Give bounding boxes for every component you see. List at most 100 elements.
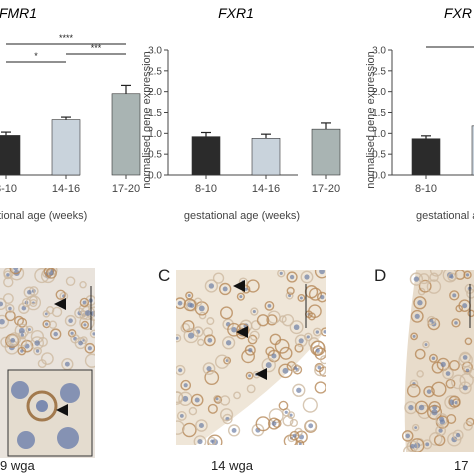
nucleus xyxy=(187,302,193,308)
nucleus xyxy=(44,312,48,316)
x-tick-label: 17-20 xyxy=(312,183,340,195)
nucleus xyxy=(304,274,310,280)
caption-9wga: 9 wga xyxy=(0,458,35,473)
fxr-title: FXR xyxy=(444,5,472,21)
cell xyxy=(176,411,187,421)
cell xyxy=(204,279,219,293)
bar xyxy=(411,138,441,176)
nucleus xyxy=(248,374,251,378)
cell xyxy=(319,355,326,365)
nucleus xyxy=(13,268,19,271)
nucleus xyxy=(53,331,58,337)
y-tick-label: 0.0 xyxy=(372,171,386,182)
cell xyxy=(426,404,443,420)
bar xyxy=(51,119,81,176)
cell xyxy=(23,286,36,299)
x-tick-label: 14-16 xyxy=(252,183,280,195)
y-tick-label: 2.0 xyxy=(148,87,162,98)
cell xyxy=(463,420,473,431)
cell xyxy=(451,318,461,328)
cell xyxy=(292,383,306,397)
cell xyxy=(3,276,14,288)
cell xyxy=(287,411,296,420)
cell xyxy=(236,323,250,337)
cell xyxy=(183,298,197,312)
cell xyxy=(442,367,454,380)
nucleus xyxy=(225,340,232,346)
bar xyxy=(251,138,281,176)
cell xyxy=(40,352,54,366)
cell xyxy=(246,384,256,394)
cell xyxy=(406,440,419,452)
nucleus xyxy=(198,422,204,429)
cell xyxy=(227,424,241,437)
nucleus xyxy=(18,327,25,334)
nucleus xyxy=(454,321,458,325)
nucleus xyxy=(323,330,326,334)
nucleus xyxy=(440,361,446,367)
cell xyxy=(449,359,460,371)
cell xyxy=(0,297,7,311)
nucleus xyxy=(408,404,414,411)
cell xyxy=(292,365,303,375)
cell xyxy=(279,346,293,360)
nucleus xyxy=(293,324,300,331)
cell xyxy=(444,395,459,410)
nucleus xyxy=(179,414,184,418)
cell xyxy=(188,406,198,416)
nucleus xyxy=(417,300,423,306)
nucleus xyxy=(465,273,470,277)
cell xyxy=(202,327,214,338)
nucleus xyxy=(319,270,325,275)
nucleus xyxy=(267,303,272,308)
nucleus xyxy=(45,322,49,326)
micrograph-17wga xyxy=(398,270,474,452)
cell xyxy=(447,272,457,282)
cell xyxy=(467,309,474,318)
cell xyxy=(300,270,314,284)
fxr1-xlabel: gestational age (weeks) xyxy=(184,210,300,222)
cell xyxy=(297,294,306,302)
cell xyxy=(5,310,16,322)
bar xyxy=(111,93,141,176)
nucleus xyxy=(222,286,228,292)
cell xyxy=(267,417,281,430)
cell xyxy=(80,305,95,321)
cell xyxy=(176,364,186,376)
nucleus xyxy=(279,271,283,275)
nucleus xyxy=(298,338,304,344)
nucleus xyxy=(418,404,425,411)
cell xyxy=(312,327,322,337)
cell xyxy=(206,317,215,326)
cell xyxy=(50,328,62,340)
nucleus xyxy=(87,346,92,351)
cell xyxy=(79,281,87,289)
cell xyxy=(448,395,461,408)
nucleus xyxy=(239,295,243,299)
cell xyxy=(429,272,439,282)
cell xyxy=(452,429,464,441)
cell xyxy=(445,378,456,389)
y-tick-label: 0.5 xyxy=(372,150,386,161)
cell xyxy=(233,391,241,400)
nucleus xyxy=(299,296,303,300)
cell xyxy=(255,416,271,432)
nucleus xyxy=(306,335,310,339)
nucleus xyxy=(182,395,189,402)
cell xyxy=(404,400,418,415)
cell xyxy=(74,337,87,350)
cell xyxy=(17,346,27,356)
cell xyxy=(426,315,437,326)
y-tick-label: 2.5 xyxy=(372,66,386,77)
nucleus xyxy=(6,273,10,277)
panel-label-c: C xyxy=(158,266,171,285)
y-tick-label: 3.0 xyxy=(372,46,386,57)
cell xyxy=(431,381,447,397)
cell xyxy=(418,279,432,293)
nucleus xyxy=(289,413,293,417)
nucleus xyxy=(231,427,237,433)
nucleus xyxy=(252,309,256,314)
nucleus xyxy=(293,366,298,370)
nucleus xyxy=(35,349,40,353)
